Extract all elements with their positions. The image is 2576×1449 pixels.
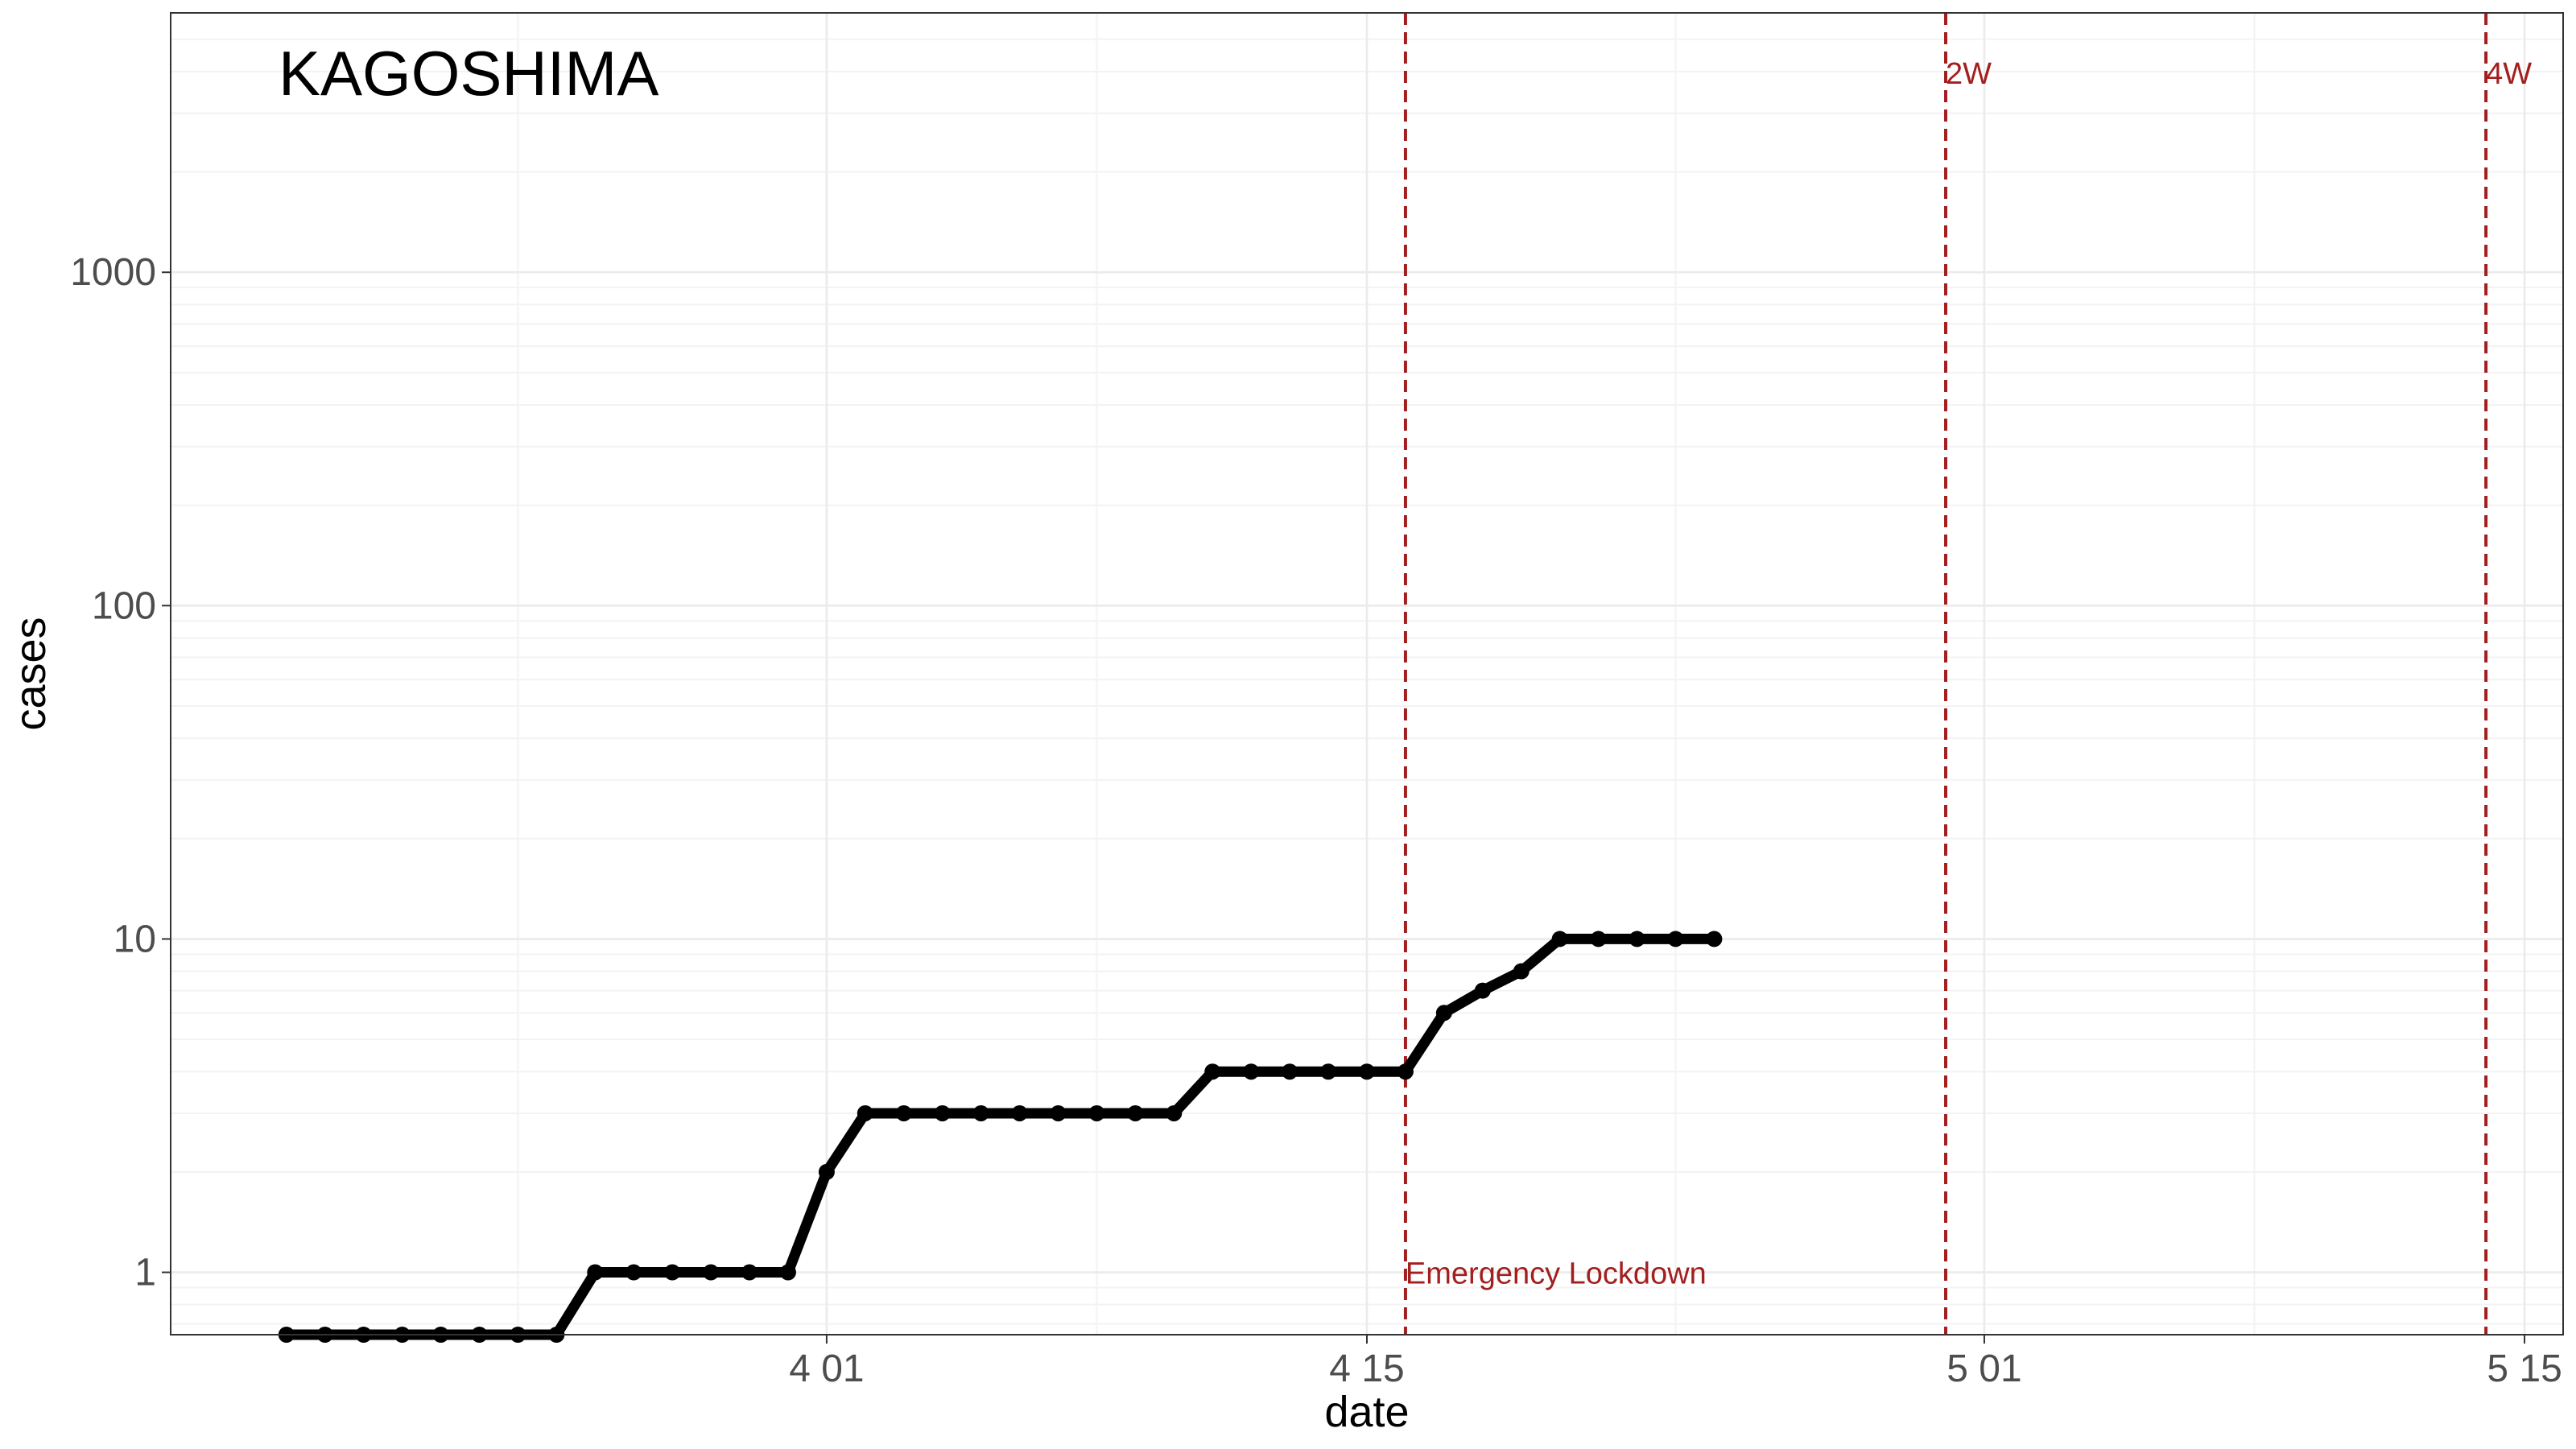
- x-axis-title: date: [1324, 1388, 1409, 1436]
- annotation-label: Emergency Lockdown: [1406, 1257, 1707, 1291]
- data-point: [741, 1264, 758, 1281]
- annotation-label: 4W: [2486, 57, 2532, 91]
- data-point: [1590, 931, 1607, 947]
- data-point: [1629, 931, 1645, 947]
- x-tick-label: 5 01: [1946, 1348, 2021, 1390]
- x-axis: 4 01 4 15 5 01 5 15: [789, 1335, 2562, 1390]
- y-tick-label: 1000: [70, 251, 156, 294]
- y-tick-label: 100: [92, 584, 156, 627]
- major-gridlines: [171, 13, 2563, 1335]
- data-point: [1050, 1104, 1067, 1121]
- data-point: [1088, 1104, 1105, 1121]
- x-tick-label: 4 01: [789, 1348, 864, 1390]
- x-tick-label: 4 15: [1329, 1348, 1404, 1390]
- x-tick-label: 5 15: [2487, 1348, 2562, 1390]
- data-point: [625, 1264, 642, 1281]
- annotation-lines: Emergency Lockdown 2W 4W: [1403, 13, 2532, 1335]
- chart-title: KAGOSHIMA: [279, 38, 658, 109]
- data-point: [1282, 1063, 1298, 1080]
- data-point: [1166, 1104, 1183, 1121]
- data-point: [1320, 1063, 1337, 1080]
- data-point: [818, 1163, 835, 1180]
- data-point: [703, 1264, 720, 1281]
- annotation-label: 2W: [1946, 57, 1992, 91]
- data-point: [1127, 1104, 1144, 1121]
- data-point: [664, 1264, 681, 1281]
- data-point: [1513, 963, 1530, 980]
- data-point: [1359, 1063, 1375, 1080]
- data-point: [1397, 1063, 1414, 1080]
- data-point: [895, 1104, 912, 1121]
- data-point: [1667, 931, 1684, 947]
- data-point: [857, 1104, 873, 1121]
- data-point: [779, 1264, 796, 1281]
- data-point: [587, 1264, 604, 1281]
- data-point: [934, 1104, 951, 1121]
- data-point: [1706, 931, 1723, 947]
- data-point: [1011, 1104, 1028, 1121]
- y-axis-title: cases: [6, 617, 55, 730]
- data-point: [1204, 1063, 1221, 1080]
- data-point: [1243, 1063, 1260, 1080]
- data-point: [1435, 1005, 1452, 1022]
- data-point: [1474, 982, 1491, 999]
- y-tick-label: 10: [114, 918, 156, 960]
- y-axis: 1 10 100 1000: [70, 251, 171, 1294]
- y-tick-label: 1: [134, 1252, 156, 1294]
- data-point: [1551, 931, 1568, 947]
- data-point: [972, 1104, 989, 1121]
